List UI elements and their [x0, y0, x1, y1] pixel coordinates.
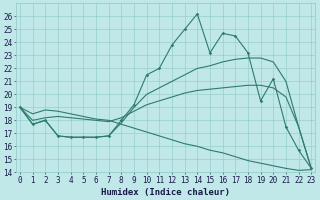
X-axis label: Humidex (Indice chaleur): Humidex (Indice chaleur)	[101, 188, 230, 197]
